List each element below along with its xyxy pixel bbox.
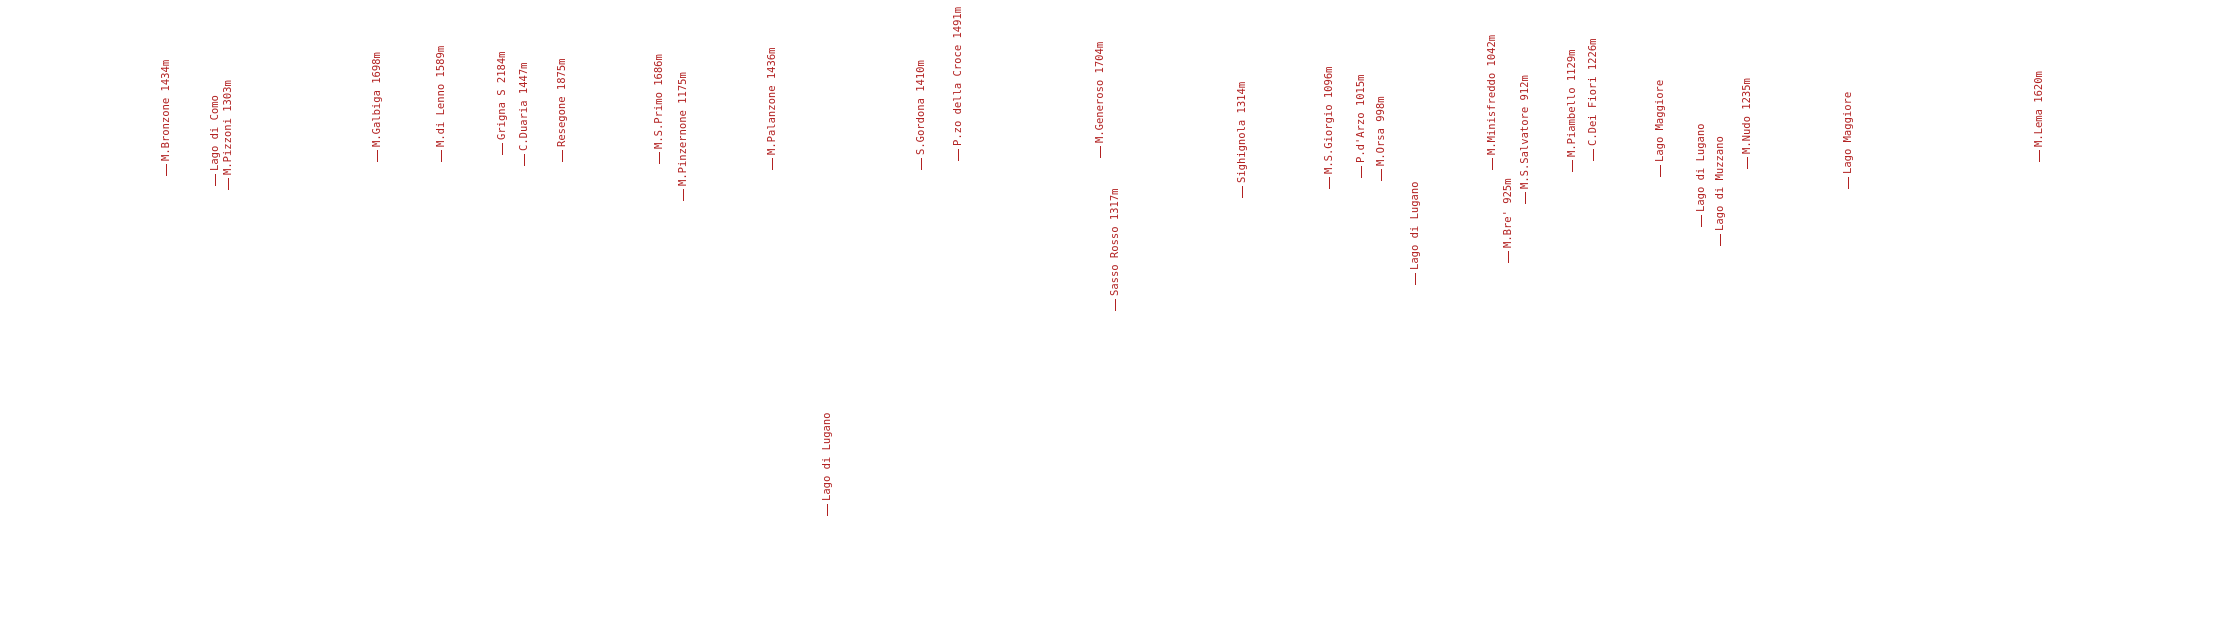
- label-tick: [1847, 177, 1849, 189]
- label-tick: [376, 150, 378, 162]
- map-label: M.Galbiga 1698m: [371, 52, 383, 162]
- map-label: Lago di Muzzano: [1714, 136, 1726, 246]
- label-tick: [1719, 234, 1721, 246]
- label-tick: [771, 158, 773, 170]
- label-text: P.zo della Croce 1491m: [952, 6, 964, 146]
- map-label: M.Minisfreddo 1042m: [1486, 35, 1498, 170]
- label-text: M.Piambello 1129m: [1566, 49, 1578, 157]
- label-text: M.Nudo 1235m: [1741, 78, 1753, 154]
- label-text: Lago di Lugano: [1695, 123, 1707, 212]
- label-text: Lago Maggiore: [1654, 79, 1666, 162]
- label-tick: [1659, 165, 1661, 177]
- label-text: Sighignola 1314m: [1236, 81, 1248, 183]
- label-tick: [682, 189, 684, 201]
- map-label: M.Bronzone 1434m: [160, 60, 172, 176]
- label-text: C.Duaria 1447m: [518, 62, 530, 151]
- label-tick: [1571, 160, 1573, 172]
- map-label: Grigna S 2184m: [496, 51, 508, 155]
- label-text: M.Palanzone 1436m: [766, 47, 778, 155]
- label-text: M.di Lenno 1589m: [435, 45, 447, 147]
- map-label: M.Nudo 1235m: [1741, 78, 1753, 169]
- map-label: Sighignola 1314m: [1236, 82, 1248, 198]
- map-label: M.Palanzone 1436m: [766, 48, 778, 170]
- map-label: Resegone 1875m: [556, 58, 568, 162]
- label-tick: [1592, 149, 1594, 161]
- label-text: M.Orsa 998m: [1375, 96, 1387, 166]
- map-label: M.Pizzoni 1303m: [222, 80, 234, 190]
- label-tick: [1360, 166, 1362, 178]
- label-tick: [1414, 273, 1416, 285]
- map-label: Lago Maggiore: [1654, 80, 1666, 177]
- label-tick: [2038, 150, 2040, 162]
- label-text: S.Gordona 1410m: [915, 60, 927, 155]
- map-label: P.d'Arzo 1015m: [1355, 74, 1367, 178]
- label-tick: [1746, 157, 1748, 169]
- map-label: M.S.Primo 1686m: [653, 54, 665, 164]
- label-tick: [227, 178, 229, 190]
- label-text: M.Minisfreddo 1042m: [1486, 34, 1498, 155]
- label-tick: [1328, 177, 1330, 189]
- map-label: Lago di Lugano: [1695, 123, 1707, 227]
- map-label: M.S.Giorgio 1096m: [1323, 67, 1335, 189]
- label-text: Lago di Como: [209, 95, 221, 171]
- label-tick: [165, 164, 167, 176]
- label-tick: [1491, 158, 1493, 170]
- map-label: C.Duaria 1447m: [518, 62, 530, 166]
- label-text: M.Bre' 925m: [1502, 178, 1514, 248]
- label-tick: [1380, 169, 1382, 181]
- label-tick: [658, 152, 660, 164]
- label-text: Lago di Lugano: [1409, 181, 1421, 270]
- label-text: Sasso Rosso 1317m: [1109, 188, 1121, 296]
- map-label: M.S.Salvatore 912m: [1519, 75, 1531, 204]
- label-text: Lago Maggiore: [1842, 91, 1854, 174]
- label-tick: [523, 154, 525, 166]
- label-text: Grigna S 2184m: [496, 51, 508, 140]
- map-label: M.Generoso 1704m: [1094, 42, 1106, 158]
- label-text: M.Generoso 1704m: [1094, 41, 1106, 143]
- map-label: S.Gordona 1410m: [915, 60, 927, 170]
- label-tick: [1507, 251, 1509, 263]
- map-label: Lago Maggiore: [1842, 92, 1854, 189]
- label-tick: [1524, 192, 1526, 204]
- label-tick: [1241, 186, 1243, 198]
- label-text: P.d'Arzo 1015m: [1355, 74, 1367, 163]
- map-label: M.Orsa 998m: [1375, 96, 1387, 181]
- map-label: M.Pinzernone 1175m: [677, 72, 689, 201]
- label-tick: [440, 150, 442, 162]
- label-tick: [920, 158, 922, 170]
- map-label: Lago di Lugano: [1409, 181, 1421, 285]
- map-label: Sasso Rosso 1317m: [1109, 189, 1121, 311]
- label-tick: [1099, 146, 1101, 158]
- label-text: Resegone 1875m: [556, 58, 568, 147]
- label-text: M.Pizzoni 1303m: [222, 80, 234, 175]
- label-text: M.Pinzernone 1175m: [677, 72, 689, 186]
- map-label: M.Lema 1620m: [2033, 71, 2045, 162]
- map-label: P.zo della Croce 1491m: [952, 7, 964, 161]
- label-tick: [561, 150, 563, 162]
- map-label: C.Dei Fiori 1226m: [1587, 39, 1599, 161]
- label-text: M.S.Giorgio 1096m: [1323, 66, 1335, 174]
- label-tick: [501, 143, 503, 155]
- label-tick: [1700, 215, 1702, 227]
- label-tick: [826, 504, 828, 516]
- label-tick: [1114, 299, 1116, 311]
- map-label: M.di Lenno 1589m: [435, 46, 447, 162]
- map-label: M.Piambello 1129m: [1566, 50, 1578, 172]
- label-text: Lago di Muzzano: [1714, 136, 1726, 231]
- label-text: Lago di Lugano: [821, 412, 833, 501]
- map-label: Lago di Como: [209, 95, 221, 186]
- label-text: M.S.Primo 1686m: [653, 54, 665, 149]
- label-text: M.S.Salvatore 912m: [1519, 75, 1531, 189]
- label-text: M.Galbiga 1698m: [371, 52, 383, 147]
- label-text: M.Lema 1620m: [2033, 71, 2045, 147]
- label-tick: [957, 149, 959, 161]
- label-text: C.Dei Fiori 1226m: [1587, 38, 1599, 146]
- label-tick: [214, 174, 216, 186]
- map-label: M.Bre' 925m: [1502, 178, 1514, 263]
- map-label: Lago di Lugano: [821, 412, 833, 516]
- label-text: M.Bronzone 1434m: [160, 59, 172, 161]
